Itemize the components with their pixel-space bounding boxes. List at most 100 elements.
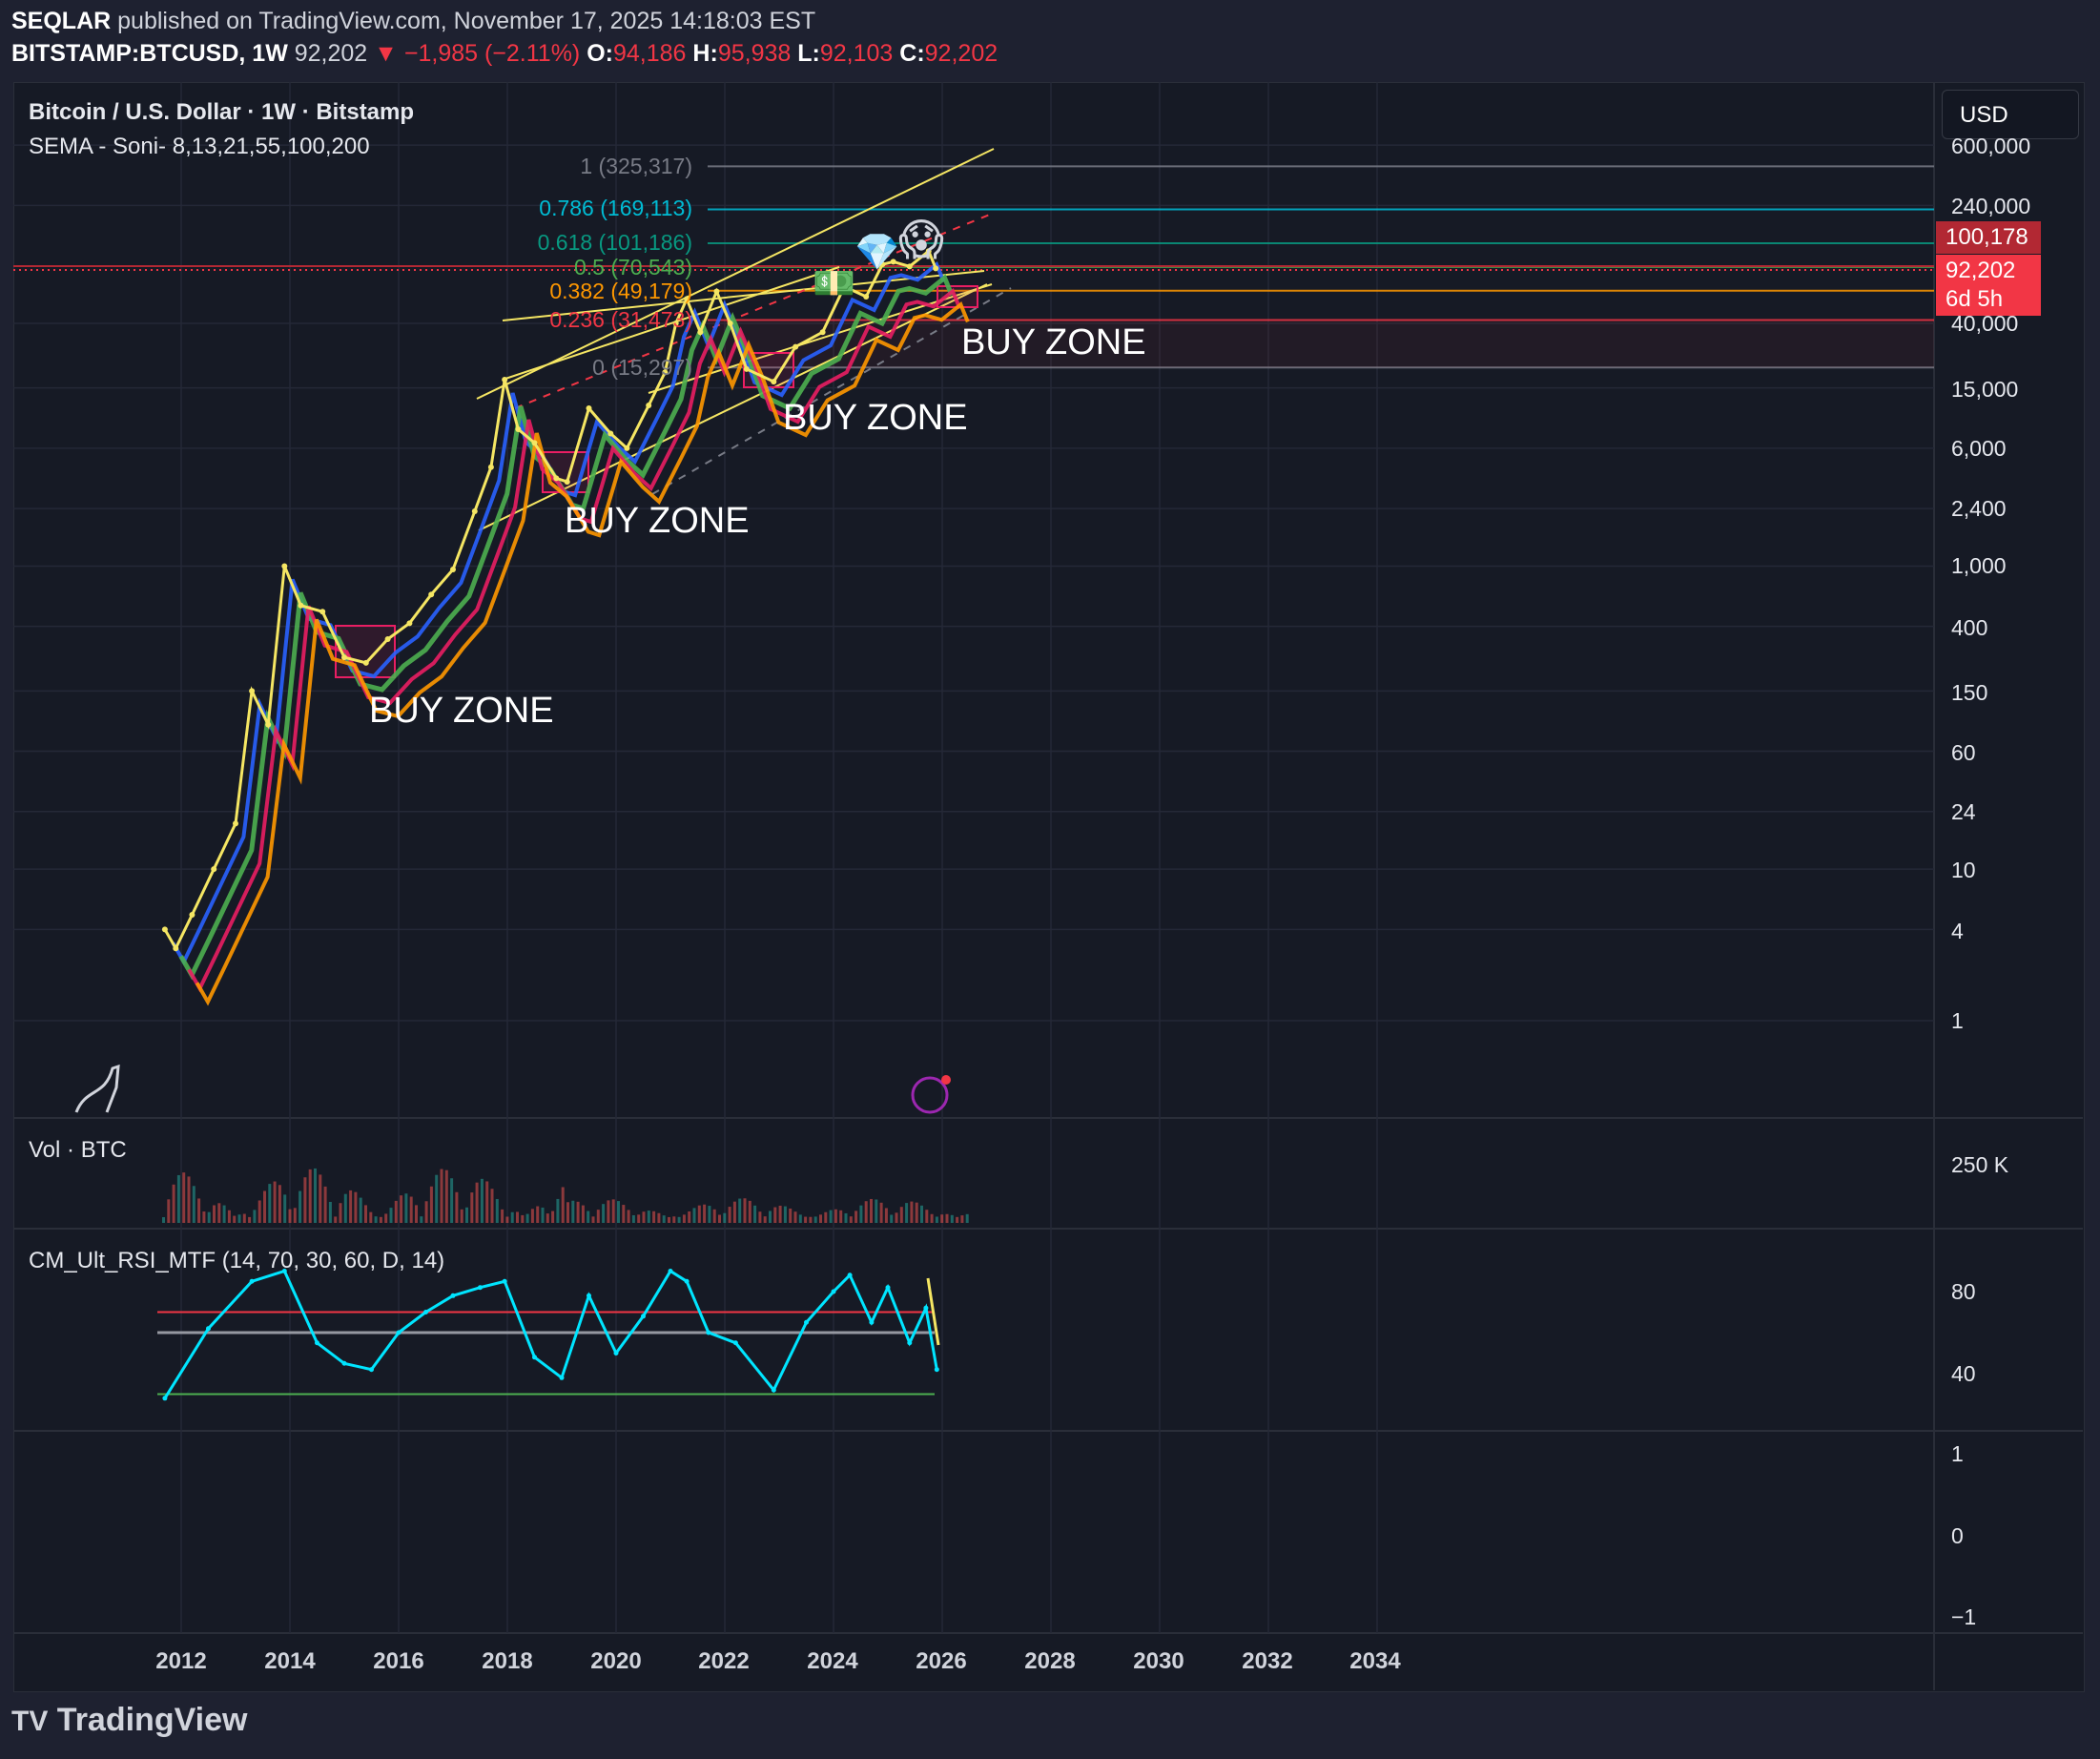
volume-bar [895, 1212, 898, 1223]
diamond-icon: 💎 [854, 233, 900, 273]
volume-bar [495, 1198, 499, 1223]
volume-bar [172, 1184, 175, 1223]
volume-bar [556, 1198, 560, 1223]
volume-bar [743, 1198, 747, 1223]
volume-bar [920, 1205, 923, 1223]
volume-bar [864, 1201, 868, 1223]
price-point [487, 464, 494, 470]
rsi-point [281, 1269, 287, 1273]
currency-button[interactable]: USD [1942, 90, 2079, 139]
volume-bar [308, 1169, 312, 1223]
volume-bar [510, 1211, 514, 1223]
volume-bar [804, 1216, 808, 1223]
tradingview-logo[interactable]: TV TradingView [11, 1702, 247, 1739]
volume-bar [197, 1198, 201, 1223]
price-tag-top: 100,178 [1936, 221, 2041, 254]
y-tick-label: 2,400 [1951, 496, 2007, 521]
volume-bar [637, 1214, 641, 1223]
volume-bar [617, 1201, 620, 1223]
y-tick-label: 240,000 [1951, 194, 2031, 218]
x-tick-label: 2028 [1024, 1648, 1076, 1674]
price-point [624, 445, 630, 451]
price-point [879, 261, 886, 268]
volume-bar [530, 1209, 534, 1223]
volume-bar [627, 1210, 630, 1223]
volume-bar [202, 1211, 206, 1223]
volume-bar [581, 1205, 585, 1223]
volume-pane-title[interactable]: Vol · BTC [29, 1137, 127, 1163]
volume-bar [546, 1213, 549, 1223]
volume-bar [444, 1169, 448, 1223]
price-point [646, 402, 652, 408]
y-tick-label: 1 [1951, 1008, 1964, 1033]
scream-face-icon: 😱 [898, 215, 944, 264]
volume-bar [672, 1216, 676, 1223]
lower-tick-label: 0 [1951, 1523, 1964, 1548]
close-value: 92,202 [924, 40, 999, 67]
volume-bar [773, 1207, 777, 1223]
volume-bar [323, 1186, 327, 1223]
volume-bar [389, 1208, 393, 1223]
volume-bar [288, 1209, 292, 1223]
volume-bar [561, 1187, 565, 1223]
volume-bar [915, 1202, 918, 1223]
volume-bar [237, 1214, 241, 1223]
volume-bar [642, 1211, 646, 1223]
price-point [161, 926, 168, 933]
volume-bar [394, 1200, 398, 1223]
rsi-point [587, 1293, 591, 1298]
fib-label-0382: 0.382 (49,179) [549, 279, 692, 303]
volume-bar [905, 1203, 909, 1223]
price-point [793, 343, 799, 350]
indicator-title[interactable]: SEMA - Soni- 8,13,21,55,100,200 [29, 134, 370, 159]
rsi-point [923, 1305, 929, 1311]
rsi-pane-title[interactable]: CM_Ult_RSI_MTF (14, 70, 30, 60, D, 14) [29, 1248, 445, 1273]
price-point [341, 654, 347, 661]
x-tick-label: 2032 [1242, 1648, 1293, 1674]
rsi-tick-label: 80 [1951, 1279, 1976, 1304]
volume-bar [349, 1190, 353, 1223]
volume-bar [793, 1211, 797, 1223]
price-point [771, 379, 777, 385]
price-point [362, 659, 369, 666]
volume-bar [253, 1210, 257, 1223]
price-point [933, 265, 939, 272]
volume-bar [834, 1209, 837, 1223]
tradingview-wordmark: TradingView [56, 1702, 248, 1738]
moving-average-line [195, 300, 970, 1006]
volume-bar [233, 1215, 237, 1223]
rsi-point [771, 1387, 776, 1393]
high-value: 95,938 [717, 40, 792, 67]
volume-bar [525, 1213, 529, 1223]
buy-zone-label[interactable]: BUY ZONE [369, 691, 554, 731]
price-point [428, 591, 435, 598]
volume-tick-label: 250 K [1951, 1152, 2009, 1177]
price-point [684, 296, 690, 302]
volume-bar [299, 1190, 302, 1223]
volume-bar [400, 1195, 403, 1223]
x-tick-label: 2012 [155, 1648, 207, 1674]
volume-bar [935, 1216, 938, 1223]
buy-zone-label[interactable]: BUY ZONE [783, 398, 968, 438]
volume-bar [854, 1211, 858, 1223]
y-tick-label: 150 [1951, 680, 1988, 705]
rsi-point [613, 1351, 619, 1355]
volume-bar [879, 1202, 883, 1223]
rsi-point [732, 1340, 738, 1346]
low-label: L: [797, 40, 820, 67]
price-point [515, 426, 522, 433]
volume-bar [379, 1216, 382, 1223]
volume-bar [541, 1207, 545, 1223]
volume-bar [813, 1216, 817, 1223]
chart-frame[interactable] [13, 82, 2085, 1692]
volume-bar [369, 1211, 373, 1223]
buy-zone-label[interactable]: BUY ZONE [565, 501, 750, 541]
fib-label-0786: 0.786 (169,113) [539, 196, 692, 220]
buy-zone-label[interactable]: BUY ZONE [961, 322, 1146, 362]
publisher-name[interactable]: SEQLAR [11, 8, 112, 34]
volume-bar [268, 1184, 272, 1223]
volume-bar [257, 1200, 261, 1223]
volume-bar [429, 1186, 433, 1223]
rsi-point [934, 1367, 939, 1373]
